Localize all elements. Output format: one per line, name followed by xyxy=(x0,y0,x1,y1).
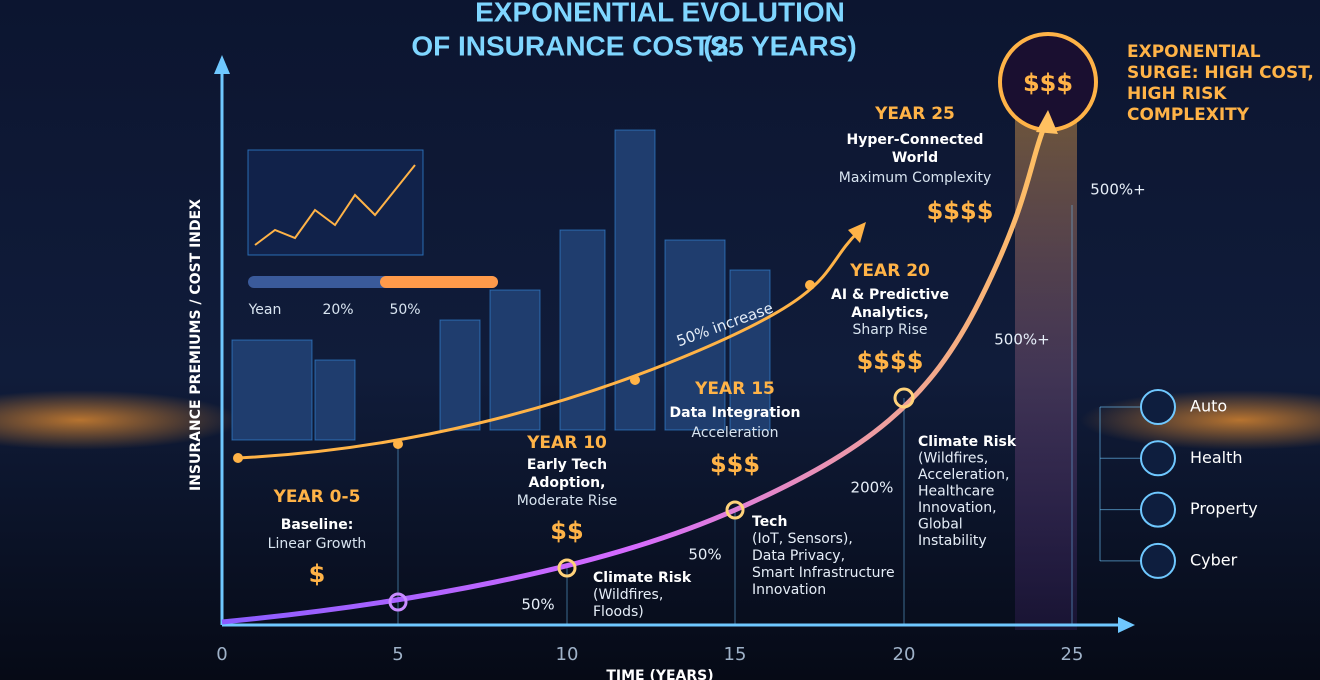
risk-text: Instability xyxy=(918,533,987,549)
risk-text: Tech xyxy=(752,514,787,530)
x-tick-label: 25 xyxy=(1061,644,1084,665)
title: (25 YEARS) xyxy=(703,30,857,61)
stage-text: Linear Growth xyxy=(268,536,367,552)
categories: Auto Health Property Cyber xyxy=(1100,389,1258,579)
glow xyxy=(1080,390,1320,450)
stage-cost: $$$$ xyxy=(927,197,994,225)
surge-text: SURGE: HIGH COST, xyxy=(1127,63,1314,83)
title: OF INSURANCE COSTS xyxy=(411,30,728,61)
stage-year: YEAR 25 xyxy=(874,104,955,124)
drop-lines xyxy=(397,205,1073,625)
risk-text: (Wildfires, xyxy=(918,451,988,467)
stage-text: Data Integration xyxy=(670,405,801,421)
mini-chart xyxy=(247,149,424,256)
risk-text: Climate Risk xyxy=(918,434,1017,450)
glow xyxy=(0,390,240,450)
risk-text: Smart Infrastructure xyxy=(752,565,895,581)
category-label: Health xyxy=(1190,448,1243,467)
percent-label: 200% xyxy=(851,479,894,497)
category-icon xyxy=(1140,440,1176,477)
stage-text: Early Tech xyxy=(527,457,607,473)
risk-text: Acceleration, xyxy=(918,467,1009,483)
trend-curve xyxy=(237,230,860,460)
surge-text: COMPLEXITY xyxy=(1127,105,1250,125)
stage-cost: $$ xyxy=(550,517,583,545)
mini-label: 50% xyxy=(389,302,420,318)
stage-year: YEAR 15 xyxy=(694,379,775,399)
risk-text: Global xyxy=(918,517,963,533)
category-icon xyxy=(1140,542,1176,579)
risk-text: Floods) xyxy=(593,604,644,620)
category-label: Cyber xyxy=(1190,550,1238,569)
risk-text: (IoT, Sensors), xyxy=(752,531,853,547)
orb-label: $$$ xyxy=(1023,69,1073,97)
stage-text: World xyxy=(892,150,938,166)
x-tick-label: 10 xyxy=(556,644,579,665)
percent-label: 500%+ xyxy=(1090,181,1145,199)
x-tick-label: 15 xyxy=(724,644,747,665)
mini-chart-line xyxy=(254,164,416,246)
surge-text: EXPONENTIAL xyxy=(1127,42,1261,62)
main-arrow xyxy=(1036,110,1058,134)
risk-text: (Wildfires, xyxy=(593,587,663,603)
stage-text: Moderate Rise xyxy=(517,493,618,509)
title: EXPONENTIAL EVOLUTION xyxy=(475,0,845,27)
stage-text: Baseline: xyxy=(281,517,354,533)
risk-notes: Climate Risk(Wildfires,Floods)Tech(IoT, … xyxy=(593,434,1017,620)
x-arrow xyxy=(1118,617,1135,633)
mini-label: 20% xyxy=(322,302,353,318)
stage-year: YEAR 0-5 xyxy=(273,487,361,507)
stage-cost: $$$$ xyxy=(857,347,924,375)
points xyxy=(233,280,815,463)
stage-cost: $ xyxy=(309,560,326,588)
milestones xyxy=(388,387,915,612)
risk-text: Climate Risk xyxy=(593,570,692,586)
stage-text: Analytics, xyxy=(851,305,929,321)
category-label: Property xyxy=(1190,499,1258,518)
percent-label: 500%+ xyxy=(994,331,1049,349)
mini-label: Yean xyxy=(248,302,282,318)
stage-text: Sharp Rise xyxy=(853,322,928,338)
stage-cost: $$$ xyxy=(710,450,760,478)
surge-text: HIGH RISK xyxy=(1127,84,1227,104)
stage-text: Adoption, xyxy=(529,475,606,491)
stage-year: YEAR 20 xyxy=(849,261,930,281)
x-tick-label: 0 xyxy=(216,644,227,665)
trend-arrow xyxy=(848,222,866,243)
x-axis-label: TIME (YEARS) xyxy=(606,668,713,680)
percent-label: 50% xyxy=(521,596,554,614)
risk-text: Healthcare xyxy=(918,484,994,500)
risk-text: Innovation, xyxy=(918,500,997,516)
y-axis-label: INSURANCE PREMIUMS / COST INDEX xyxy=(188,199,204,491)
stage-year: YEAR 10 xyxy=(526,433,607,453)
y-arrow xyxy=(214,55,230,74)
stage-text: Hyper-Connected xyxy=(847,132,984,148)
stage-text: AI & Predictive xyxy=(831,287,949,303)
mini-bar-fill xyxy=(380,276,498,288)
category-icon xyxy=(1140,389,1176,425)
stage-text: Maximum Complexity xyxy=(839,170,992,186)
category-icon xyxy=(1140,491,1176,528)
x-tick-label: 20 xyxy=(893,644,916,665)
main-curve xyxy=(221,124,1048,625)
category-label: Auto xyxy=(1190,397,1227,416)
risk-text: Innovation xyxy=(752,582,826,598)
x-tick-label: 5 xyxy=(392,644,403,665)
risk-text: Data Privacy, xyxy=(752,548,845,564)
stage-text: Acceleration xyxy=(692,425,779,441)
percent-label: 50% xyxy=(688,546,721,564)
